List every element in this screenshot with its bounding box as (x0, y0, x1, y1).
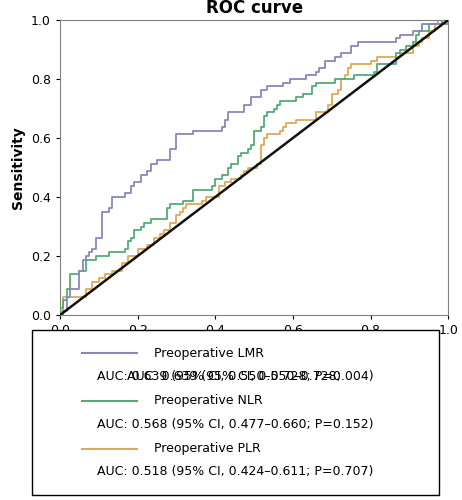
Text: AUC: 0.639 (95% CI, 0.550–0.728; P=0.004): AUC: 0.639 (95% CI, 0.550–0.728; P=0.004… (97, 370, 374, 382)
Title: ROC curve: ROC curve (206, 0, 303, 17)
Text: AUC: 0.518 (95% CI, 0.424–0.611; P=0.707): AUC: 0.518 (95% CI, 0.424–0.611; P=0.707… (97, 466, 374, 478)
FancyBboxPatch shape (32, 330, 439, 495)
X-axis label: 1 – specificity: 1 – specificity (201, 342, 307, 356)
Y-axis label: Sensitivity: Sensitivity (12, 126, 25, 209)
Text: Preoperative LMR: Preoperative LMR (154, 346, 264, 360)
Text: Preoperative NLR: Preoperative NLR (154, 394, 263, 407)
Text: Preoperative PLR: Preoperative PLR (154, 442, 261, 456)
Text: AUC: 0.568 (95% CI, 0.477–0.660; P=0.152): AUC: 0.568 (95% CI, 0.477–0.660; P=0.152… (97, 418, 374, 430)
Text: AUC: 0.639 (95% CI, 0.550–0.728;: AUC: 0.639 (95% CI, 0.550–0.728; (127, 370, 345, 382)
